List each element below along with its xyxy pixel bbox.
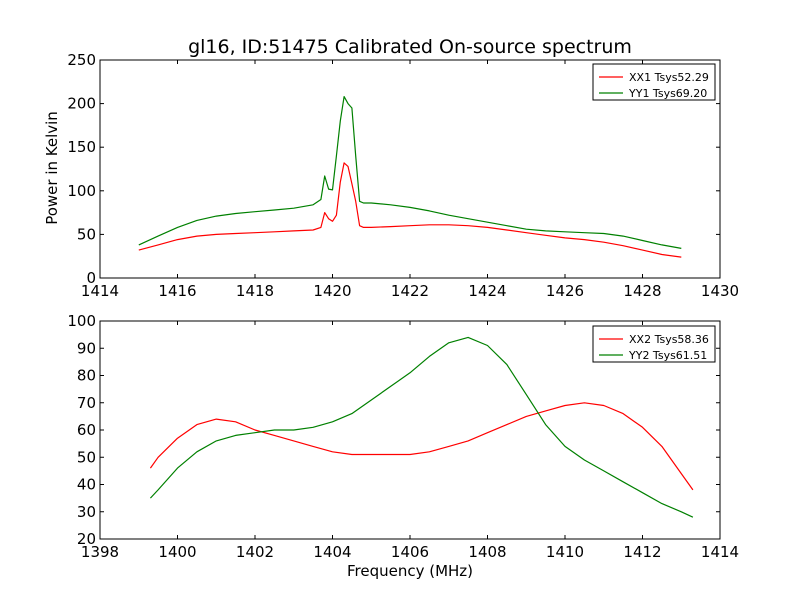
chart-0-legend-box — [592, 63, 716, 101]
chart-0-xtick-label: 1428 — [623, 282, 661, 300]
chart-1-xtick-label: 1414 — [701, 543, 739, 561]
chart-1-xtick-label: 1408 — [468, 543, 506, 561]
chart-1-xtick-label: 1412 — [623, 543, 661, 561]
chart-1-xtick-label: 1402 — [236, 543, 274, 561]
chart-1-legend-label-1: YY2 Tsys61.51 — [628, 349, 707, 362]
chart-0-xtick-label: 1418 — [236, 282, 274, 300]
chart-1-xtick-label: 1398 — [81, 543, 119, 561]
chart-top-legend: XX1 Tsys52.29 YY1 Tsys69.20 — [592, 63, 716, 101]
chart-0-ytick-label: 250 — [67, 51, 96, 69]
chart-1-ytick-label: 20 — [77, 530, 96, 548]
chart-1-series-0-line — [149, 402, 694, 491]
chart-bottom-legend: XX2 Tsys58.36 YY2 Tsys61.51 — [592, 325, 716, 363]
chart-0-ytick-label: 0 — [86, 269, 96, 287]
chart-1-ytick-label: 30 — [77, 503, 96, 521]
chart-0-xtick-label: 1420 — [313, 282, 351, 300]
chart-1-ytick-label: 90 — [77, 339, 96, 357]
chart-1-ytick-label: 100 — [67, 312, 96, 330]
chart-0-ytick-label: 200 — [67, 95, 96, 113]
chart-1-legend-label-0: XX2 Tsys58.36 — [629, 333, 709, 346]
chart-1-xtick-label: 1410 — [546, 543, 584, 561]
chart-top-plot-area: 1414 1416 1418 1420 1422 1424 1426 1428 1430 0 50 1… — [67, 51, 739, 300]
chart-0-xtick-label: 1430 — [701, 282, 739, 300]
chart-0-series-1-line — [138, 95, 682, 249]
chart-0-series-0-line — [138, 162, 682, 258]
chart-0-xtick-label: 1416 — [158, 282, 196, 300]
chart-0-xtick-label: 1424 — [468, 282, 506, 300]
chart-1-legend-box — [592, 325, 716, 363]
chart-1-xtick-label: 1406 — [391, 543, 429, 561]
chart-1-ytick-label: 40 — [77, 476, 96, 494]
chart-0-legend-label-1: YY1 Tsys69.20 — [628, 87, 707, 100]
chart-top-title: gl16, ID:51475 Calibrated On-source spec… — [188, 36, 632, 58]
chart-top: gl16, ID:51475 Calibrated On-source spec… — [43, 36, 739, 300]
chart-bottom-xlabel: Frequency (MHz) — [347, 562, 473, 580]
chart-0-ytick-label: 150 — [67, 138, 96, 156]
chart-1-xtick-label: 1400 — [158, 543, 196, 561]
chart-1-ytick-label: 80 — [77, 367, 96, 385]
chart-bottom-plot-area: 1398 1400 1402 1404 1406 1408 1410 1412 1414 20 30… — [67, 312, 739, 561]
chart-0-xtick-label: 1422 — [391, 282, 429, 300]
chart-1-xtick-label: 1404 — [313, 543, 351, 561]
chart-1-ytick-label: 70 — [77, 394, 96, 412]
chart-top-ylabel: Power in Kelvin — [43, 111, 61, 225]
chart-1-ytick-label: 60 — [77, 421, 96, 439]
chart-bottom: Frequency (MHz) 1398 1400 1402 1404 1406 1408… — [67, 312, 739, 580]
chart-1-series-1-line — [149, 336, 694, 518]
chart-0-ytick-label: 50 — [77, 225, 96, 243]
chart-0-ytick-label: 100 — [67, 182, 96, 200]
chart-0-xtick-label: 1414 — [81, 282, 119, 300]
chart-1-ytick-label: 50 — [77, 448, 96, 466]
chart-0-xtick-label: 1426 — [546, 282, 584, 300]
chart-0-legend-label-0: XX1 Tsys52.29 — [629, 71, 709, 84]
